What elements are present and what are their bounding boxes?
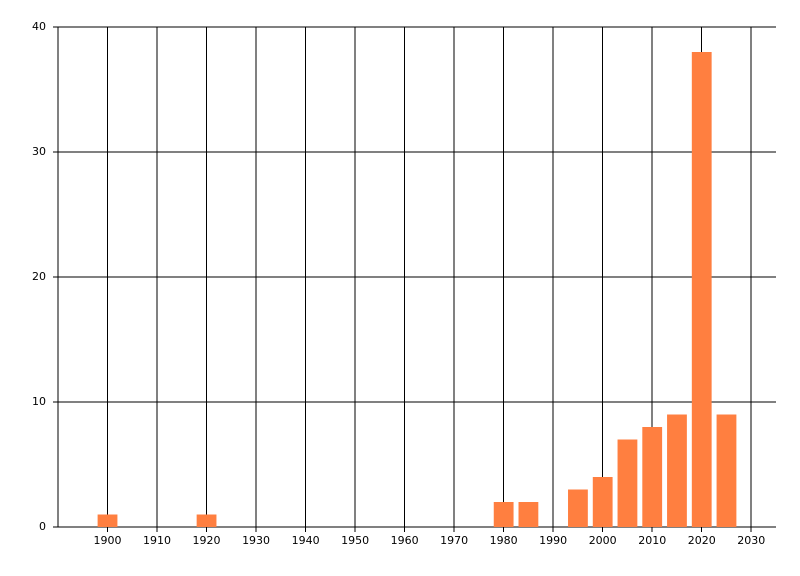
bar: [518, 502, 539, 527]
x-tick-label: 2010: [638, 534, 666, 547]
bar: [592, 477, 613, 527]
x-tick-label: 1900: [94, 534, 122, 547]
x-tick-label: 1930: [242, 534, 270, 547]
bar: [716, 414, 737, 527]
bar: [617, 439, 638, 527]
y-tick-label: 30: [32, 145, 46, 158]
bar: [642, 427, 663, 527]
x-tick-label: 1910: [143, 534, 171, 547]
bar: [97, 514, 118, 527]
y-tick-label: 40: [32, 20, 46, 33]
x-tick-label: 1920: [193, 534, 221, 547]
x-tick-label: 1990: [539, 534, 567, 547]
y-tick-label: 0: [39, 520, 46, 533]
x-tick-label: 1940: [292, 534, 320, 547]
x-tick-label: 1950: [341, 534, 369, 547]
bar: [667, 414, 687, 527]
bar: [691, 52, 712, 527]
bar: [493, 502, 514, 527]
bar: [568, 489, 588, 527]
x-tick-label: 2000: [589, 534, 617, 547]
y-tick-label: 20: [32, 270, 46, 283]
y-tick-label: 10: [32, 395, 46, 408]
x-tick-label: 2020: [688, 534, 716, 547]
x-tick-label: 1960: [391, 534, 419, 547]
x-tick-label: 1980: [490, 534, 518, 547]
x-tick-label: 2030: [737, 534, 765, 547]
bar: [196, 514, 217, 527]
x-tick-label: 1970: [440, 534, 468, 547]
